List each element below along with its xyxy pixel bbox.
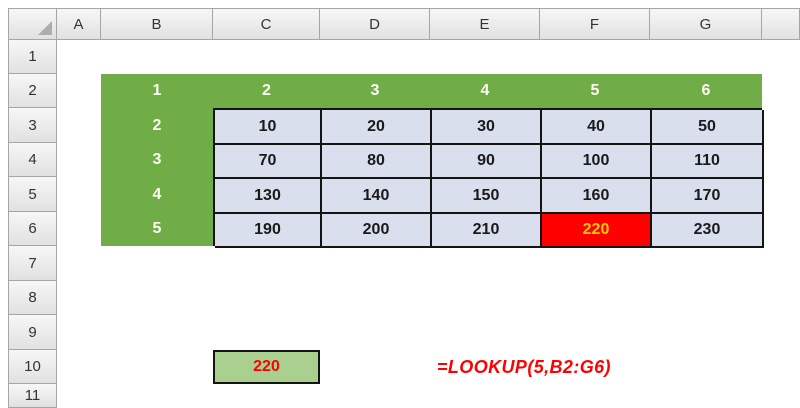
lookup-header-column: 2 3 4 5 bbox=[101, 108, 213, 246]
column-header-partial[interactable] bbox=[762, 8, 800, 40]
data-cell[interactable]: 130 bbox=[215, 179, 322, 214]
data-cell[interactable]: 10 bbox=[215, 110, 322, 145]
row-header-4[interactable]: 4 bbox=[8, 143, 57, 177]
row-header-8[interactable]: 8 bbox=[8, 281, 57, 315]
data-cell[interactable]: 50 bbox=[652, 110, 764, 145]
lookup-header-cell[interactable]: 5 bbox=[590, 82, 600, 99]
column-header-c[interactable]: C bbox=[213, 8, 320, 40]
row-header-1[interactable]: 1 bbox=[8, 40, 57, 74]
column-header-a[interactable]: A bbox=[57, 8, 101, 40]
data-cell[interactable]: 230 bbox=[652, 214, 764, 248]
data-cell[interactable]: 90 bbox=[432, 145, 542, 179]
lookup-row-header-cell[interactable]: 2 bbox=[152, 116, 162, 134]
data-cell[interactable]: 80 bbox=[322, 145, 432, 179]
lookup-header-row: 1 2 3 4 5 6 bbox=[101, 74, 762, 108]
row-header-2[interactable]: 2 bbox=[8, 74, 57, 108]
column-header-g[interactable]: G bbox=[650, 8, 762, 40]
column-header-f[interactable]: F bbox=[540, 8, 650, 40]
data-cell[interactable]: 210 bbox=[432, 214, 542, 248]
lookup-header-cell[interactable]: 6 bbox=[701, 82, 711, 99]
column-header-d[interactable]: D bbox=[320, 8, 430, 40]
row-header-5[interactable]: 5 bbox=[8, 177, 57, 212]
column-header-e[interactable]: E bbox=[430, 8, 540, 40]
lookup-header-cell[interactable]: 3 bbox=[370, 82, 380, 99]
data-cell[interactable]: 70 bbox=[215, 145, 322, 179]
formula-label[interactable]: =LOOKUP(5,B2:G6) bbox=[437, 356, 611, 377]
lookup-data-table: 10 20 30 40 50 70 80 90 100 110 130 140 150 160 170 190… bbox=[213, 108, 764, 248]
data-cell[interactable]: 100 bbox=[542, 145, 652, 179]
data-cell[interactable]: 190 bbox=[215, 214, 322, 248]
data-cell[interactable]: 110 bbox=[652, 145, 764, 179]
data-cell[interactable]: 160 bbox=[542, 179, 652, 214]
lookup-header-cell[interactable]: 2 bbox=[262, 82, 271, 99]
data-cell[interactable]: 170 bbox=[652, 179, 764, 214]
data-cell[interactable]: 140 bbox=[322, 179, 432, 214]
lookup-header-cell[interactable]: 4 bbox=[480, 82, 490, 99]
column-header-b[interactable]: B bbox=[101, 8, 213, 40]
lookup-row-header-cell[interactable]: 3 bbox=[152, 151, 162, 168]
result-cell[interactable]: 220 bbox=[213, 350, 320, 384]
row-header-11[interactable]: 11 bbox=[8, 384, 57, 408]
matched-value-cell[interactable]: 220 bbox=[542, 214, 652, 248]
lookup-row-header-cell[interactable]: 4 bbox=[152, 185, 162, 203]
lookup-header-cell[interactable]: 1 bbox=[152, 82, 162, 99]
row-header-10[interactable]: 10 bbox=[8, 350, 57, 384]
row-header-7[interactable]: 7 bbox=[8, 246, 57, 281]
data-cell[interactable]: 150 bbox=[432, 179, 542, 214]
row-header-3[interactable]: 3 bbox=[8, 108, 57, 143]
select-all-button[interactable] bbox=[8, 8, 57, 40]
data-cell[interactable]: 30 bbox=[432, 110, 542, 145]
row-header-9[interactable]: 9 bbox=[8, 315, 57, 350]
data-cell[interactable]: 20 bbox=[322, 110, 432, 145]
row-header-6[interactable]: 6 bbox=[8, 212, 57, 246]
lookup-row-header-cell[interactable]: 5 bbox=[152, 220, 162, 237]
data-cell[interactable]: 40 bbox=[542, 110, 652, 145]
data-cell[interactable]: 200 bbox=[322, 214, 432, 248]
select-all-triangle-icon bbox=[38, 21, 52, 35]
